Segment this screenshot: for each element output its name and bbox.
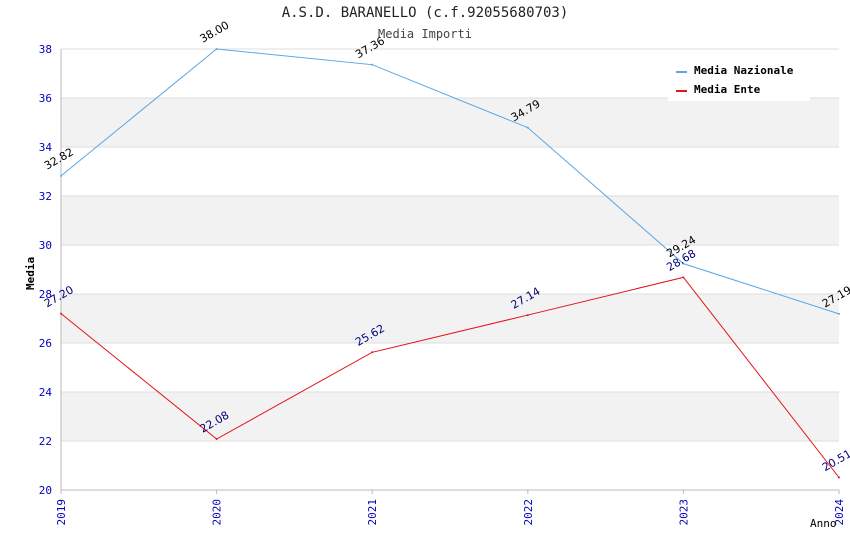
legend: Media Nazionale Media Ente [668,59,810,101]
data-point-media-ente [526,314,529,317]
x-tick-label: 2023 [677,499,690,526]
data-label-media-nazionale: 38.00 [198,19,232,46]
data-point-media-nazionale [215,48,218,50]
y-tick-label: 20 [39,484,52,497]
legend-label-media-ente: Media Ente [694,83,761,96]
chart-title: A.S.D. BARANELLO (c.f.92055680703) [281,5,569,21]
x-tick-label: 2019 [55,499,68,526]
x-tick-label: 2021 [366,499,379,526]
y-tick-label: 26 [39,337,52,350]
x-tick-label: 2020 [211,499,224,526]
y-tick-label: 22 [39,435,52,448]
data-label-media-ente: 20.51 [820,447,850,474]
data-point-media-nazionale [682,262,685,265]
chart-subtitle: Media Importi [378,27,472,41]
series-line-media-nazionale [60,48,840,315]
x-axis-label: Anno [810,517,837,530]
data-point-media-ente [60,312,62,315]
data-point-media-ente [215,438,218,441]
legend-label-media-nazionale: Media Nazionale [694,64,794,77]
y-tick-label: 36 [39,92,52,105]
grid-band [61,196,839,245]
legend-swatch-media-ente [676,90,687,92]
y-tick-label: 38 [39,43,52,56]
data-point-media-ente [838,476,840,479]
series-line-media-ente [60,276,840,478]
y-axis-label: Media [24,256,37,290]
data-point-media-nazionale [371,63,374,66]
y-tick-label: 30 [39,239,52,252]
data-point-media-ente [371,351,374,354]
grid-band [61,294,839,343]
y-tick-label: 24 [39,386,53,399]
data-point-media-nazionale [60,174,62,177]
x-tick-label: 2024 [833,499,846,526]
y-tick-label: 28 [39,288,52,301]
grid-band [61,98,839,147]
legend-swatch-media-nazionale [676,71,687,73]
data-point-media-nazionale [526,126,529,129]
data-point-media-ente [682,276,685,279]
x-tick-label: 2022 [522,499,535,526]
grid-band [61,392,839,441]
data-point-media-nazionale [838,312,840,315]
y-tick-label: 32 [39,190,52,203]
y-tick-label: 34 [39,141,53,154]
data-label-media-nazionale: 37.36 [353,34,387,61]
